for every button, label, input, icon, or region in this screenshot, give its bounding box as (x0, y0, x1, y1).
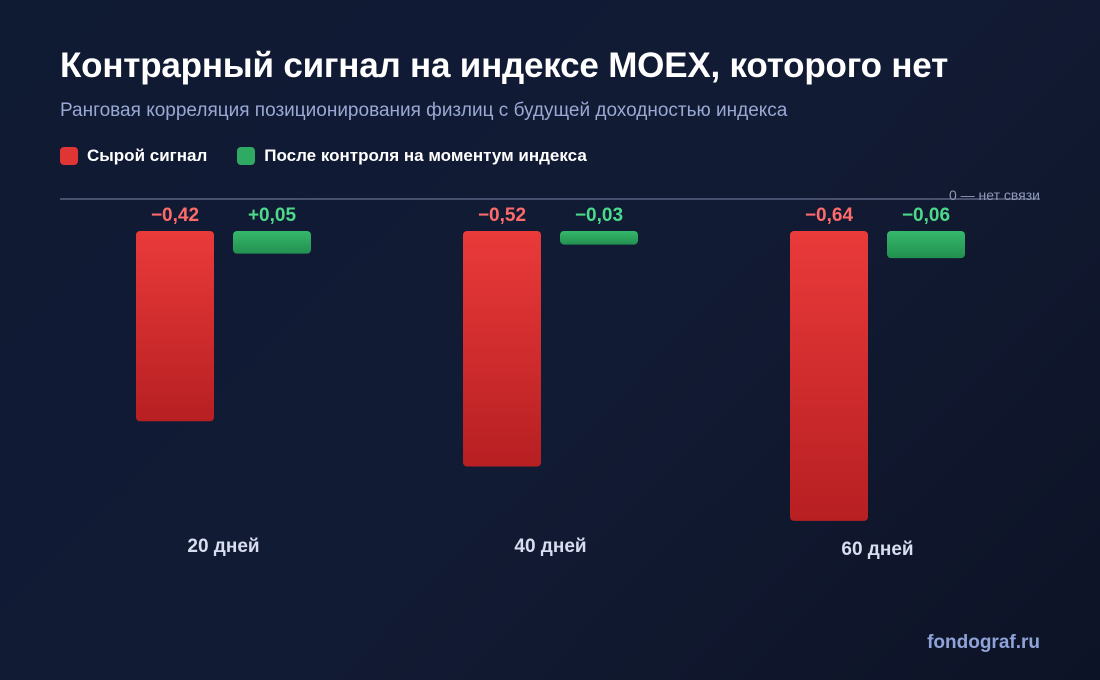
legend-item-controlled: После контроля на моментум индекса (237, 146, 587, 166)
value-label-raw-2: −0,52 (478, 205, 526, 226)
value-label-controlled-3: −0,06 (902, 205, 950, 226)
zero-line-label: 0 — нет связи (949, 187, 1040, 203)
legend: Сырой сигнал После контроля на моментум … (60, 146, 587, 166)
bar-controlled-1 (233, 231, 311, 254)
legend-swatch-raw (60, 147, 78, 165)
bar-raw-2 (463, 231, 541, 467)
bar-controlled-3 (887, 231, 965, 259)
category-label-3: 60 дней (841, 539, 913, 560)
legend-label-raw: Сырой сигнал (87, 146, 208, 165)
legend-swatch-controlled (237, 147, 256, 165)
value-label-raw-3: −0,64 (805, 205, 854, 226)
chart-subtitle: Ранговая корреляция позиционирования физ… (60, 100, 788, 121)
legend-item-raw: Сырой сигнал (60, 146, 207, 166)
chart-title: Контрарный сигнал на индексе MOEX, котор… (60, 46, 949, 85)
legend-label-controlled: После контроля на моментум индекса (264, 146, 587, 165)
value-label-raw-1: −0,42 (151, 205, 199, 226)
category-label-1: 20 дней (187, 536, 259, 557)
category-label-2: 40 дней (514, 536, 586, 557)
source-credit: fondograf.ru (927, 632, 1040, 653)
bar-controlled-2 (560, 231, 638, 245)
value-label-controlled-1: +0,05 (248, 205, 297, 226)
bar-raw-1 (136, 231, 214, 422)
bar-raw-3 (790, 231, 868, 521)
value-label-controlled-2: −0,03 (575, 205, 623, 226)
